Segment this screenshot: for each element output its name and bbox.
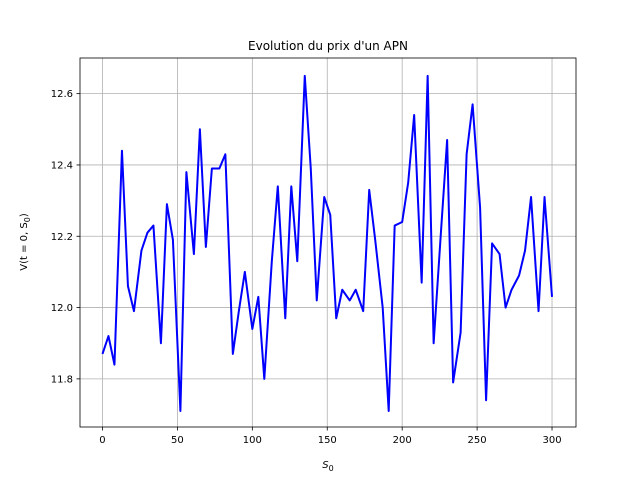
y-tick-label: 12.6 xyxy=(51,89,73,100)
y-tick-label: 11.8 xyxy=(51,374,73,385)
x-tick-label: 100 xyxy=(243,435,262,446)
series-line xyxy=(101,74,554,412)
y-axis-label: V(t = 0, S0) xyxy=(19,213,32,271)
y-tick-label: 12.2 xyxy=(51,232,73,243)
x-tick-label: 50 xyxy=(171,435,184,446)
x-tick-label: 200 xyxy=(393,435,412,446)
grid-lines xyxy=(80,58,576,427)
y-tick-label: 12.0 xyxy=(51,303,73,314)
x-tick-label: 150 xyxy=(318,435,337,446)
x-axis-ticks: 0 50 100 150 200 250 300 xyxy=(99,427,562,446)
x-axis-label: S0 xyxy=(322,460,333,473)
x-tick-label: 300 xyxy=(542,435,561,446)
chart-title: Evolution du prix d'un APN xyxy=(248,39,408,53)
x-tick-label: 250 xyxy=(468,435,487,446)
plot-frame xyxy=(79,57,577,428)
series-group xyxy=(101,74,554,412)
y-tick-label: 12.4 xyxy=(51,160,73,171)
x-tick-label: 0 xyxy=(99,435,105,446)
y-axis-ticks: 11.8 12.0 12.2 12.4 12.6 xyxy=(51,89,80,385)
